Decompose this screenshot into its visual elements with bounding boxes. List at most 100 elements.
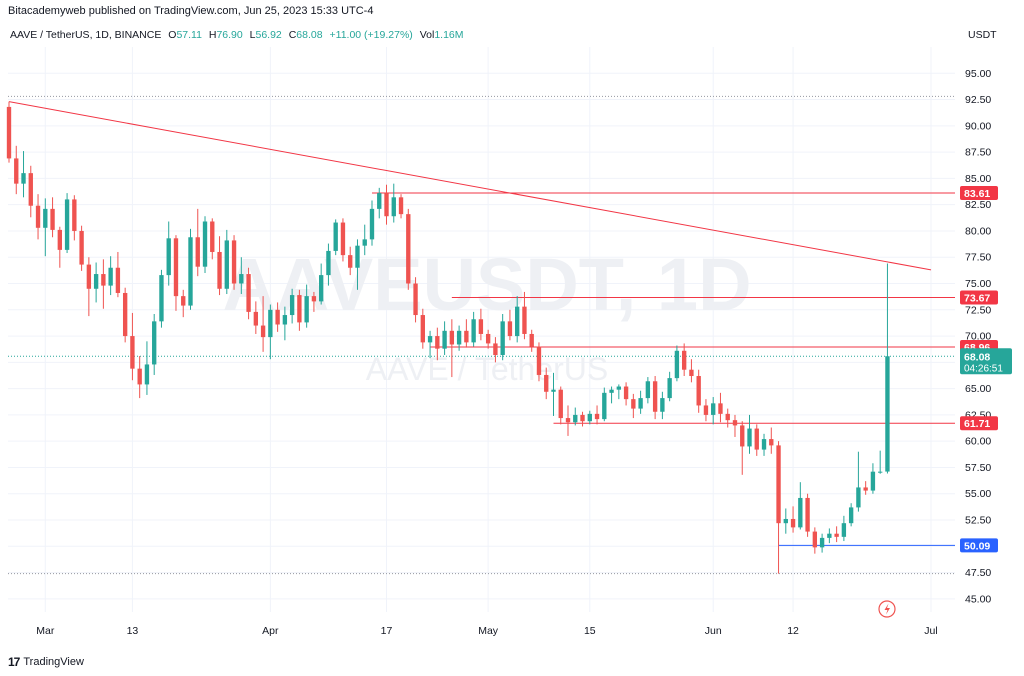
candle[interactable]	[282, 306, 288, 341]
candle[interactable]	[246, 267, 251, 320]
candle[interactable]	[21, 151, 26, 198]
candle[interactable]	[449, 319, 455, 378]
candle[interactable]	[268, 304, 273, 360]
candle[interactable]	[718, 392, 723, 423]
candle[interactable]	[442, 321, 447, 355]
candle[interactable]	[210, 218, 215, 260]
candle[interactable]	[500, 313, 505, 361]
candle[interactable]	[747, 414, 752, 454]
candle[interactable]	[384, 184, 389, 225]
candle[interactable]	[819, 533, 825, 553]
chart[interactable]: AAVEUSDT, 1D AAVE / TetherUS 95.00 92.50 9…	[0, 22, 1024, 652]
candle[interactable]	[667, 371, 672, 402]
candle[interactable]	[776, 441, 781, 574]
candle[interactable]	[398, 194, 404, 219]
candle[interactable]	[6, 101, 12, 163]
candle[interactable]	[769, 427, 774, 454]
candle[interactable]	[318, 263, 324, 305]
candle[interactable]	[515, 296, 520, 343]
candle[interactable]	[377, 187, 382, 219]
candle[interactable]	[790, 506, 796, 533]
candle[interactable]	[841, 515, 847, 542]
candle[interactable]	[471, 311, 476, 347]
candle[interactable]	[427, 330, 433, 359]
candle[interactable]	[79, 225, 84, 271]
candle[interactable]	[885, 263, 890, 474]
candle[interactable]	[856, 451, 861, 512]
candle[interactable]	[253, 301, 259, 334]
candle[interactable]	[391, 183, 396, 223]
candle[interactable]	[674, 345, 680, 382]
candle[interactable]	[108, 256, 113, 296]
candle[interactable]	[86, 257, 92, 317]
candle[interactable]	[848, 503, 854, 527]
candle[interactable]	[188, 228, 193, 310]
candle[interactable]	[580, 411, 585, 427]
candle[interactable]	[711, 397, 716, 425]
candle[interactable]	[181, 289, 186, 318]
candle[interactable]	[64, 193, 70, 254]
candle[interactable]	[348, 246, 353, 276]
candle[interactable]	[623, 382, 629, 406]
candle[interactable]	[326, 243, 331, 286]
candle[interactable]	[464, 319, 469, 348]
candle[interactable]	[130, 312, 135, 381]
candle[interactable]	[413, 277, 418, 323]
candle[interactable]	[645, 377, 651, 404]
candle[interactable]	[551, 372, 556, 416]
candle[interactable]	[725, 408, 730, 428]
candle[interactable]	[122, 287, 128, 343]
candle[interactable]	[260, 296, 266, 352]
candle[interactable]	[456, 325, 462, 351]
candle[interactable]	[660, 391, 665, 420]
candle[interactable]	[93, 262, 99, 303]
candle[interactable]	[50, 197, 55, 238]
candle[interactable]	[565, 405, 571, 436]
candle[interactable]	[217, 236, 222, 296]
candle[interactable]	[870, 463, 876, 494]
candle[interactable]	[166, 221, 171, 286]
candle[interactable]	[529, 329, 534, 352]
candle[interactable]	[43, 198, 48, 257]
candle[interactable]	[761, 433, 767, 456]
candle[interactable]	[863, 481, 868, 495]
candle[interactable]	[275, 302, 280, 332]
candle[interactable]	[28, 165, 33, 218]
candle[interactable]	[406, 208, 411, 290]
candle[interactable]	[681, 343, 687, 377]
candle[interactable]	[369, 200, 375, 246]
candle[interactable]	[72, 195, 77, 241]
candle[interactable]	[834, 526, 839, 543]
candle[interactable]	[152, 313, 157, 375]
candle[interactable]	[594, 405, 600, 425]
candle[interactable]	[297, 289, 302, 331]
candle[interactable]	[740, 421, 745, 475]
candle[interactable]	[703, 399, 709, 422]
candle[interactable]	[609, 386, 614, 404]
candle[interactable]	[239, 257, 244, 295]
candle[interactable]	[754, 424, 759, 456]
candle[interactable]	[602, 387, 607, 422]
chart-svg[interactable]: AAVEUSDT, 1D AAVE / TetherUS 95.0092.509…	[0, 22, 1024, 652]
candle[interactable]	[812, 527, 818, 554]
candle[interactable]	[783, 508, 788, 534]
candle[interactable]	[732, 414, 738, 437]
candle[interactable]	[14, 145, 19, 195]
candle[interactable]	[798, 482, 803, 530]
candle[interactable]	[137, 356, 142, 399]
candle[interactable]	[805, 493, 810, 537]
candle[interactable]	[115, 251, 121, 298]
candle[interactable]	[420, 308, 425, 349]
candle[interactable]	[202, 216, 208, 273]
candle[interactable]	[362, 224, 367, 256]
candle[interactable]	[573, 407, 578, 426]
candle[interactable]	[522, 291, 527, 340]
candle[interactable]	[652, 376, 658, 420]
candle[interactable]	[827, 528, 832, 544]
candle[interactable]	[435, 327, 440, 361]
flash-icon[interactable]	[878, 600, 896, 618]
candle[interactable]	[485, 329, 491, 349]
candle[interactable]	[587, 410, 592, 425]
candle[interactable]	[507, 309, 513, 341]
candle[interactable]	[536, 342, 542, 382]
